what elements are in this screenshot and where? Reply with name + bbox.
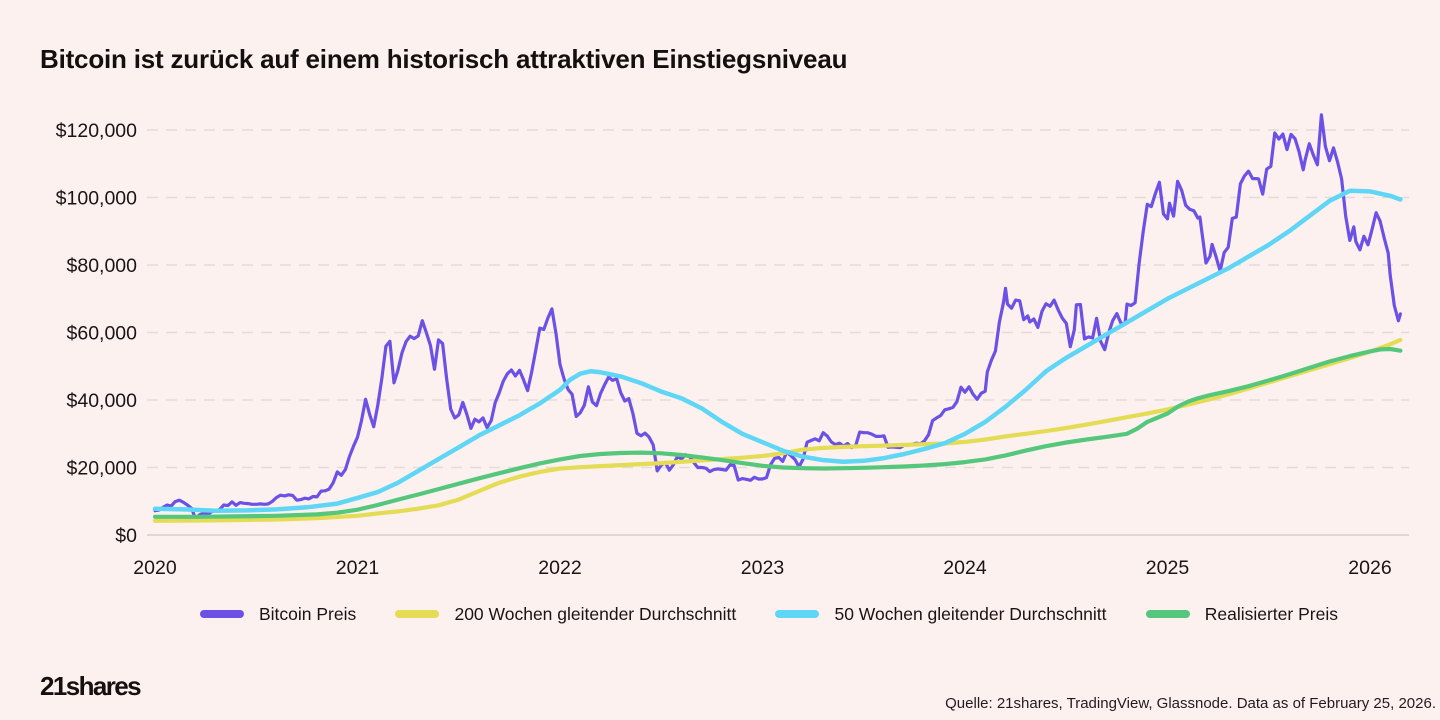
bitcoin-preis-line [153, 113, 1402, 521]
legend-item-realisierter-preis: Realisierter Preis [1145, 603, 1338, 625]
ma-50-wochen-line [152, 188, 1403, 513]
page-title: Bitcoin ist zurück auf einem historisch … [40, 44, 848, 75]
x-axis-tick-label: 2022 [538, 557, 581, 579]
y-axis-tick-label: $60,000 [67, 323, 138, 345]
ma-200-wochen-line [152, 337, 1403, 523]
legend-swatch-bitcoin-preis [200, 610, 244, 618]
x-axis-tick-label: 2026 [1348, 557, 1391, 579]
y-axis-tick-label: $20,000 [67, 458, 138, 480]
legend-label-50-wochen-ma: 50 Wochen gleitender Durchschnitt [834, 603, 1107, 624]
y-axis-tick-label: $40,000 [67, 390, 138, 412]
legend-item-50-wochen-ma: 50 Wochen gleitender Durchschnitt [775, 603, 1107, 625]
brand-logo: 21shares [40, 671, 142, 701]
x-axis-tick-label: 2023 [741, 557, 784, 579]
y-axis-tick-label: $0 [115, 525, 137, 547]
legend-swatch-realisierter-preis [1145, 610, 1190, 618]
x-axis-tick-label: 2024 [943, 557, 987, 579]
legend-item-bitcoin-preis: Bitcoin Preis [200, 604, 356, 625]
x-axis-tick-label: 2025 [1146, 557, 1190, 579]
y-axis-tick-label: $100,000 [56, 188, 137, 210]
y-axis-tick-label: $80,000 [67, 255, 138, 277]
legend-label-200-wochen-ma: 200 Wochen gleitender Durchschnitt [454, 603, 737, 624]
realisierter-preis-line [152, 346, 1403, 519]
chart-legend: Bitcoin Preis 200 Wochen gleitender Durc… [200, 600, 1338, 628]
x-axis-tick-label: 2021 [336, 557, 379, 579]
x-axis-tick-label: 2020 [133, 557, 177, 579]
y-axis-tick-label: $120,000 [56, 120, 137, 142]
legend-swatch-50-wochen-ma [775, 610, 820, 618]
legend-label-bitcoin-preis: Bitcoin Preis [259, 603, 357, 624]
legend-swatch-200-wochen-ma [395, 610, 440, 618]
source-note: Quelle: 21shares, TradingView, Glassnode… [945, 695, 1436, 712]
legend-label-realisierter-preis: Realisierter Preis [1204, 603, 1338, 624]
legend-item-200-wochen-ma: 200 Wochen gleitender Durchschnitt [395, 604, 736, 625]
